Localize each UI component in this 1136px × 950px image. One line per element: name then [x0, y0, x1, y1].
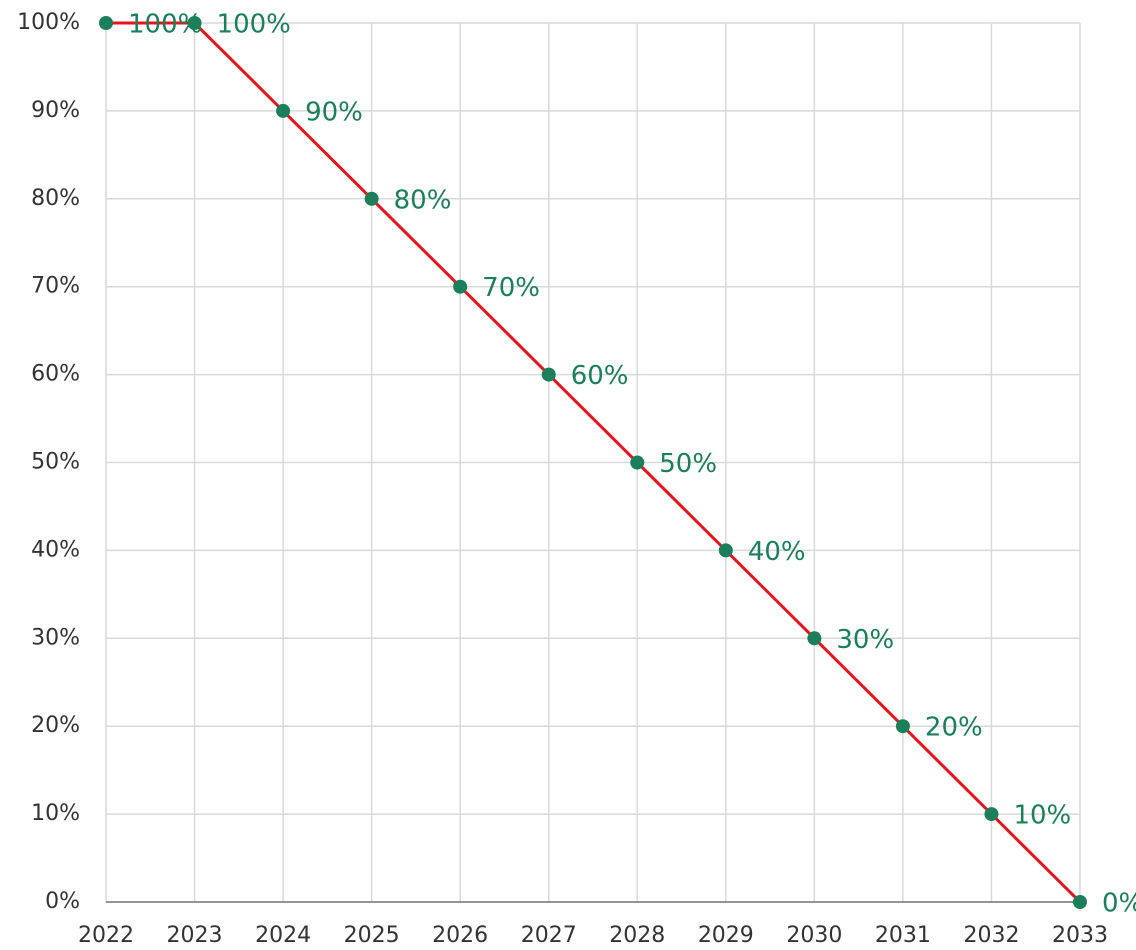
data-point — [99, 16, 113, 30]
x-tick-label: 2026 — [432, 923, 488, 948]
data-label: 80% — [394, 185, 452, 215]
y-tick-label: 60% — [31, 362, 80, 387]
x-tick-label: 2024 — [255, 923, 311, 948]
data-point — [718, 543, 733, 558]
x-tick-label: 2028 — [609, 923, 665, 948]
data-label: 100% — [217, 10, 291, 40]
data-label: 40% — [748, 537, 806, 567]
data-point — [984, 807, 999, 822]
x-tick-label: 2022 — [78, 923, 134, 948]
x-tick-label: 2030 — [786, 923, 842, 948]
y-tick-label: 90% — [31, 98, 80, 123]
data-point — [187, 16, 202, 30]
y-tick-label: 80% — [31, 186, 80, 211]
data-label: 60% — [571, 361, 629, 391]
y-tick-label: 30% — [31, 625, 80, 650]
data-point — [1073, 895, 1087, 909]
y-tick-label: 10% — [31, 801, 80, 826]
x-tick-label: 2033 — [1052, 923, 1108, 948]
x-tick-label: 2031 — [875, 923, 931, 948]
y-tick-label: 0% — [45, 889, 80, 914]
data-label: 90% — [305, 97, 363, 127]
data-point — [807, 631, 822, 646]
data-point — [541, 367, 556, 382]
data-label: 30% — [836, 625, 894, 655]
data-label: 50% — [659, 449, 717, 479]
x-tick-label: 2027 — [521, 923, 577, 948]
data-label: 20% — [925, 713, 983, 743]
y-tick-label: 40% — [31, 537, 80, 562]
data-label: 70% — [482, 273, 540, 303]
data-label: 10% — [1013, 801, 1071, 831]
y-tick-label: 70% — [31, 274, 80, 299]
x-tick-label: 2032 — [963, 923, 1019, 948]
x-tick-label: 2029 — [698, 923, 754, 948]
data-point — [453, 279, 468, 294]
y-tick-label: 100% — [17, 10, 80, 35]
data-point — [276, 103, 291, 118]
data-label: 0% — [1102, 889, 1136, 919]
data-point — [895, 719, 910, 734]
x-tick-label: 2025 — [344, 923, 400, 948]
x-tick-label: 2023 — [167, 923, 223, 948]
data-point — [630, 455, 645, 470]
y-tick-label: 50% — [31, 450, 80, 475]
y-tick-label: 20% — [31, 713, 80, 738]
series-line — [106, 21, 1082, 904]
data-point — [364, 191, 379, 206]
